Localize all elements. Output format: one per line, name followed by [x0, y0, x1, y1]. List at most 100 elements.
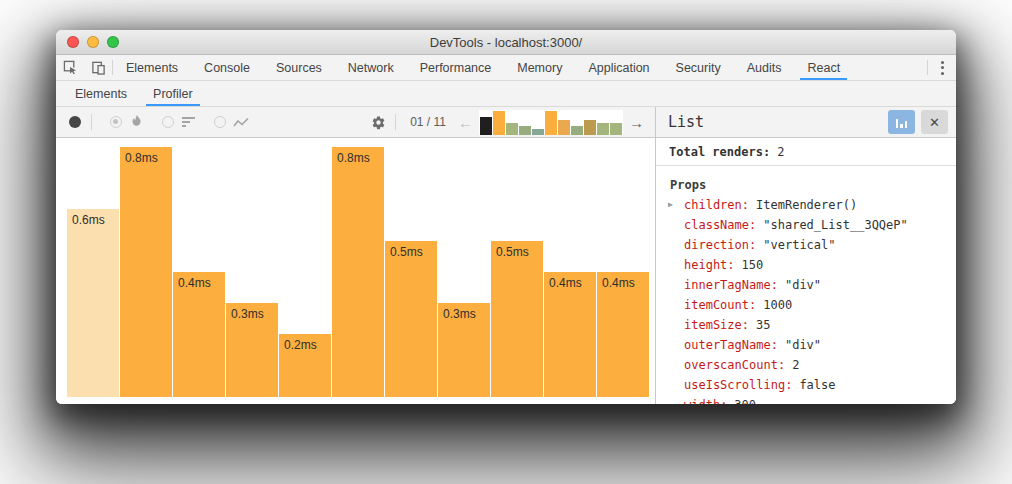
snapshot-mini-bar[interactable]	[584, 120, 596, 135]
prop-row: useIsScrolling false	[670, 375, 956, 395]
flame-icon[interactable]	[128, 115, 146, 129]
tab-elements[interactable]: Elements	[113, 55, 191, 80]
commit-bar[interactable]: 0.2ms	[279, 334, 331, 397]
commit-bar[interactable]: 0.5ms	[385, 241, 437, 397]
device-toolbar-icon[interactable]	[84, 55, 112, 80]
inspect-element-icon[interactable]	[56, 55, 84, 80]
snapshot-mini-bar[interactable]	[480, 117, 492, 135]
zoom-window-button[interactable]	[107, 36, 119, 48]
sub-tab-list: Elements Profiler	[62, 81, 206, 106]
kebab-menu-icon[interactable]	[928, 55, 956, 80]
snapshot-selector-chart[interactable]	[479, 110, 623, 135]
prop-row: overscanCount2	[670, 355, 956, 375]
prop-value: 1000	[763, 298, 792, 312]
tab-audits[interactable]: Audits	[734, 55, 795, 80]
snapshot-mini-bar[interactable]	[506, 123, 518, 135]
tab-label: Application	[588, 61, 649, 75]
commit-bar[interactable]: 0.5ms	[491, 241, 543, 397]
prop-key: innerTagName	[684, 278, 778, 292]
commit-duration-label: 0.8ms	[337, 151, 370, 165]
divider	[395, 114, 396, 130]
snapshot-mini-bar[interactable]	[610, 123, 622, 135]
commit-bar[interactable]: 0.3ms	[438, 303, 490, 397]
prop-key: children	[684, 198, 749, 212]
devtools-window: DevTools - localhost:3000/ ElementsConso…	[56, 30, 956, 404]
ranked-radio[interactable]	[162, 116, 174, 128]
tab-console[interactable]: Console	[191, 55, 263, 80]
prop-key: itemSize	[684, 318, 749, 332]
prop-row: height150	[670, 255, 956, 275]
commit-bar[interactable]: 0.4ms	[173, 272, 225, 397]
subtab-profiler[interactable]: Profiler	[140, 81, 206, 106]
tab-security[interactable]: Security	[663, 55, 734, 80]
snapshot-mini-bar[interactable]	[532, 129, 544, 135]
line-chart-icon[interactable]	[232, 117, 250, 128]
close-window-button[interactable]	[67, 36, 79, 48]
tab-performance[interactable]: Performance	[407, 55, 505, 80]
right-arrow-icon[interactable]: →	[625, 115, 648, 130]
commit-duration-label: 0.5ms	[496, 245, 529, 259]
props-list: childrenItemRenderer()className"shared_L…	[670, 195, 956, 404]
snapshot-mini-bar[interactable]	[519, 126, 531, 135]
commit-bar[interactable]: 0.3ms	[226, 303, 278, 397]
tab-react[interactable]: React	[794, 55, 853, 80]
prop-value: 300	[734, 398, 756, 404]
snapshot-mini-bar[interactable]	[571, 126, 583, 135]
subtab-elements[interactable]: Elements	[62, 81, 140, 106]
snapshot-mini-bar[interactable]	[597, 123, 609, 135]
commit-bar[interactable]: 0.6ms	[67, 209, 119, 397]
prop-key: outerTagName	[684, 338, 778, 352]
prop-row: direction"vertical"	[670, 235, 956, 255]
commit-bar[interactable]: 0.8ms	[332, 147, 384, 397]
tab-application[interactable]: Application	[575, 55, 662, 80]
prop-row: width300	[670, 395, 956, 404]
devtools-tab-bar: ElementsConsoleSourcesNetwork Performance…	[56, 55, 956, 81]
tab-network[interactable]: Network	[335, 55, 407, 80]
gear-icon[interactable]	[367, 115, 389, 130]
snapshot-mini-bar[interactable]	[545, 111, 557, 135]
left-arrow-icon[interactable]: ←	[454, 115, 477, 130]
tab-label: Profiler	[153, 87, 193, 101]
total-renders-row: Total renders: 2	[656, 138, 956, 166]
commit-duration-label: 0.4ms	[178, 276, 211, 290]
props-section: Props childrenItemRenderer()className"sh…	[656, 166, 956, 404]
tab-label: React	[807, 61, 840, 75]
commit-bar[interactable]: 0.4ms	[597, 272, 649, 397]
profiler-toolbar: 01 / 11 ← → List ✕	[56, 107, 956, 138]
prop-row[interactable]: childrenItemRenderer()	[670, 195, 956, 215]
total-renders-label: Total renders:	[669, 145, 770, 159]
commit-duration-label: 0.8ms	[125, 151, 158, 165]
ranked-bars-icon[interactable]	[180, 116, 198, 128]
window-titlebar: DevTools - localhost:3000/	[56, 30, 956, 55]
prop-key: useIsScrolling	[684, 378, 792, 392]
prop-value: "div"	[785, 338, 821, 352]
divider	[91, 114, 92, 130]
tab-memory[interactable]: Memory	[504, 55, 575, 80]
tab-sources[interactable]: Sources	[263, 55, 335, 80]
prop-key: itemCount	[684, 298, 756, 312]
prop-value: 2	[792, 358, 799, 372]
profiler-controls: 01 / 11 ← →	[56, 107, 656, 137]
commit-bar[interactable]: 0.8ms	[120, 147, 172, 397]
bar-chart-icon[interactable]	[888, 110, 915, 134]
prop-row: itemSize 35	[670, 315, 956, 335]
close-icon[interactable]: ✕	[921, 110, 948, 134]
flamegraph-radio[interactable]	[110, 116, 122, 128]
screenshot-stage: DevTools - localhost:3000/ ElementsConso…	[0, 0, 1012, 484]
prop-value: 35	[756, 318, 770, 332]
prop-key: height	[684, 258, 735, 272]
record-button[interactable]	[69, 116, 81, 128]
prop-row: innerTagName"div"	[670, 275, 956, 295]
prop-value: false	[799, 378, 835, 392]
commit-duration-label: 0.4ms	[602, 276, 635, 290]
tab-label: Performance	[420, 61, 492, 75]
interactions-radio[interactable]	[214, 116, 226, 128]
commit-bar[interactable]: 0.4ms	[544, 272, 596, 397]
snapshot-position: 01 / 11	[410, 115, 446, 129]
component-details-panel: Total renders: 2 Props childrenItemRende…	[656, 138, 956, 404]
minimize-window-button[interactable]	[87, 36, 99, 48]
snapshot-mini-bar[interactable]	[493, 111, 505, 135]
snapshot-mini-bar[interactable]	[558, 120, 570, 135]
props-header: Props	[670, 178, 956, 192]
commit-duration-label: 0.6ms	[72, 213, 105, 227]
